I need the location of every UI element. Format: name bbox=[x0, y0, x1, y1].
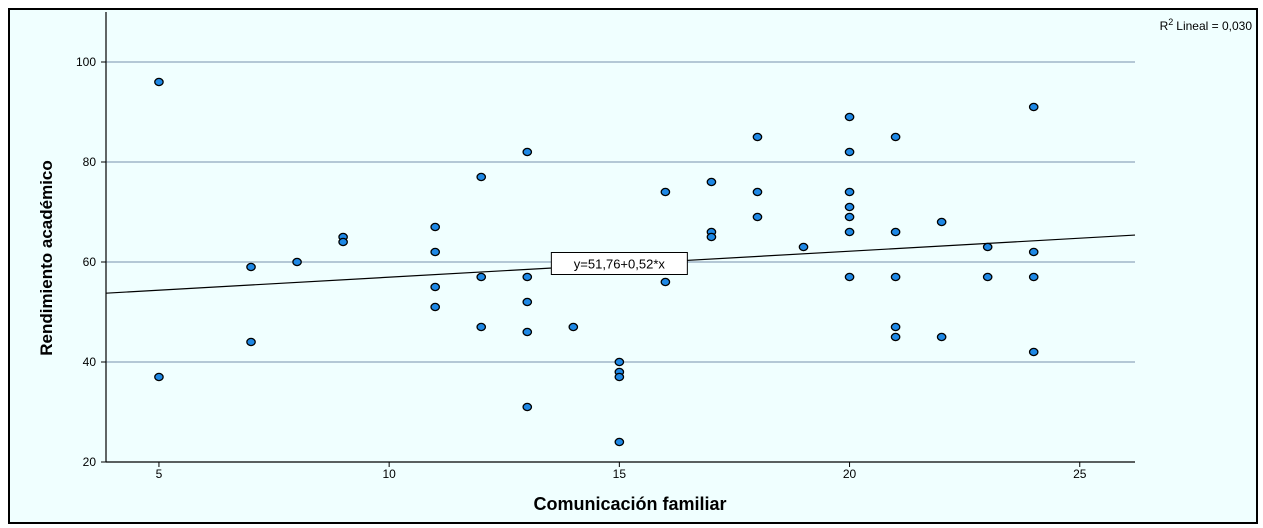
data-point-32 bbox=[798, 242, 809, 252]
data-point-12 bbox=[476, 272, 487, 282]
x-tick-label-5: 5 bbox=[156, 467, 163, 481]
data-point-10 bbox=[430, 302, 441, 312]
data-point-3 bbox=[246, 337, 256, 347]
data-point-39 bbox=[844, 272, 855, 282]
data-point-9 bbox=[430, 282, 441, 292]
equation-text: y=51,76+0,52*x bbox=[574, 257, 666, 272]
y-tick-label-40: 40 bbox=[83, 355, 97, 369]
equation-label: y=51,76+0,52*x bbox=[550, 252, 688, 275]
data-point-49 bbox=[1028, 102, 1039, 112]
data-point-11 bbox=[476, 172, 487, 182]
data-point-34 bbox=[844, 147, 855, 157]
data-point-37 bbox=[844, 212, 855, 222]
x-tick-label-25: 25 bbox=[1073, 467, 1087, 481]
data-point-33 bbox=[844, 112, 855, 122]
y-tick-label-80: 80 bbox=[83, 155, 97, 169]
r2-annotation: R2 Lineal = 0,030 bbox=[1160, 17, 1253, 33]
data-point-44 bbox=[890, 332, 901, 342]
data-point-14 bbox=[522, 147, 533, 157]
data-point-15 bbox=[522, 272, 533, 282]
data-point-22 bbox=[614, 372, 625, 382]
data-point-43 bbox=[890, 322, 901, 332]
data-point-16 bbox=[522, 297, 533, 307]
chart-frame: 20 40 60 80 100 5 10 15 20 25 y=51,76+0,52*x Comun… bbox=[8, 8, 1258, 524]
data-point-31 bbox=[752, 212, 763, 222]
data-point-7 bbox=[430, 222, 441, 232]
gridlines bbox=[106, 61, 1135, 363]
data-point-6 bbox=[338, 237, 348, 247]
r2-value: Lineal = 0,030 bbox=[1176, 19, 1252, 33]
data-points bbox=[154, 77, 1039, 447]
data-point-8 bbox=[430, 247, 441, 257]
data-point-17 bbox=[522, 327, 533, 337]
scatter-plot: 20 40 60 80 100 5 10 15 20 25 y=51,76+0,52*x Comun… bbox=[37, 12, 1253, 514]
data-point-42 bbox=[890, 272, 901, 282]
r2-superscript: 2 bbox=[1168, 17, 1173, 27]
data-point-19 bbox=[568, 322, 579, 332]
y-axis-title: Rendimiento académico bbox=[37, 160, 56, 356]
y-tick-label-60: 60 bbox=[83, 255, 97, 269]
data-point-25 bbox=[660, 277, 671, 287]
equation-box bbox=[550, 252, 688, 275]
data-point-18 bbox=[522, 402, 533, 412]
data-point-47 bbox=[982, 242, 993, 252]
data-point-23 bbox=[614, 437, 625, 447]
data-point-30 bbox=[752, 187, 763, 197]
axes bbox=[101, 12, 1135, 467]
data-point-41 bbox=[890, 227, 901, 237]
data-point-0 bbox=[154, 77, 164, 87]
data-point-45 bbox=[936, 217, 947, 227]
data-point-48 bbox=[982, 272, 993, 282]
data-point-50 bbox=[1028, 247, 1039, 257]
data-point-35 bbox=[844, 187, 855, 197]
data-point-46 bbox=[936, 332, 947, 342]
data-point-26 bbox=[706, 177, 717, 187]
x-axis-title: Comunicación familiar bbox=[533, 494, 726, 514]
r2-prefix: R bbox=[1160, 19, 1169, 33]
data-point-13 bbox=[476, 322, 487, 332]
data-point-51 bbox=[1028, 272, 1039, 282]
data-point-24 bbox=[660, 187, 671, 197]
data-point-36 bbox=[844, 202, 855, 212]
data-point-4 bbox=[292, 257, 302, 267]
labels: 20 40 60 80 100 5 10 15 20 25 y=51,76+0,52*x bbox=[76, 55, 1087, 481]
data-point-52 bbox=[1028, 347, 1039, 357]
x-tick-label-20: 20 bbox=[843, 467, 857, 481]
data-point-28 bbox=[706, 232, 717, 242]
x-tick-label-10: 10 bbox=[382, 467, 396, 481]
data-point-1 bbox=[154, 372, 164, 382]
y-tick-label-100: 100 bbox=[76, 55, 96, 69]
data-point-29 bbox=[752, 132, 763, 142]
y-tick-label-20: 20 bbox=[83, 455, 97, 469]
x-tick-label-15: 15 bbox=[613, 467, 627, 481]
data-point-38 bbox=[844, 227, 855, 237]
data-point-2 bbox=[246, 262, 256, 272]
data-point-20 bbox=[614, 357, 625, 367]
data-point-40 bbox=[890, 132, 901, 142]
